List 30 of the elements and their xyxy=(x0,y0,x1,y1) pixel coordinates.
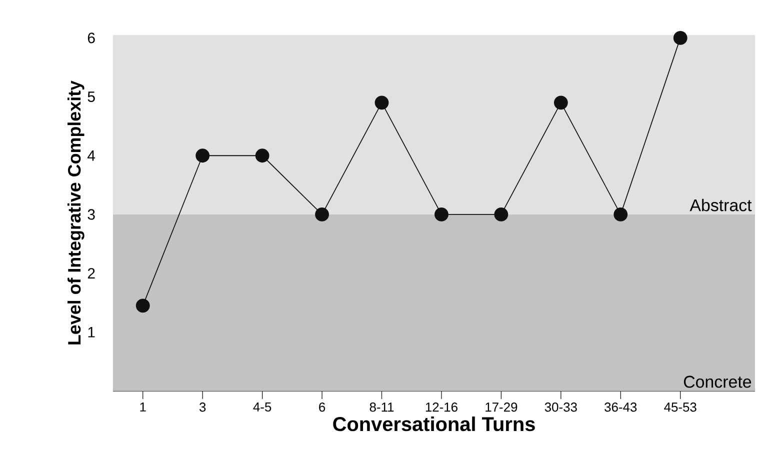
y-axis-title: Level of Integrative Complexity xyxy=(68,80,84,344)
x-tick-label: 3 xyxy=(199,402,206,412)
point xyxy=(434,208,448,222)
point xyxy=(673,30,688,45)
x-axis-title: Conversational Turns xyxy=(333,416,535,432)
x-tick-label: 45-53 xyxy=(664,402,696,412)
point xyxy=(196,148,210,163)
band-label: Concrete xyxy=(684,376,752,388)
x-tick-label: 30-33 xyxy=(544,402,577,412)
y-tick-label: 4 xyxy=(88,150,96,161)
y-tick-label: 6 xyxy=(88,32,95,44)
point xyxy=(614,208,628,222)
band-label: Abstract xyxy=(690,198,752,212)
x-tick-label: 1 xyxy=(140,402,146,412)
x-tick-label: 4-5 xyxy=(253,402,272,412)
y-tick-label: 3 xyxy=(88,209,95,220)
x-tick-label: 17-29 xyxy=(486,402,518,412)
point xyxy=(136,298,150,313)
y-tick-label: 5 xyxy=(88,92,95,102)
point xyxy=(315,208,329,222)
x-tick-label: 6 xyxy=(319,402,326,412)
point xyxy=(494,208,508,222)
point xyxy=(255,148,270,163)
y-tick-label: 1 xyxy=(88,327,95,338)
x-tick-label: 12-16 xyxy=(426,402,458,412)
x-tick-label: 8-11 xyxy=(370,402,394,412)
x-tick-label: 36-43 xyxy=(604,402,637,412)
point xyxy=(374,96,389,110)
point xyxy=(554,96,568,110)
y-tick-label: 2 xyxy=(88,268,95,279)
